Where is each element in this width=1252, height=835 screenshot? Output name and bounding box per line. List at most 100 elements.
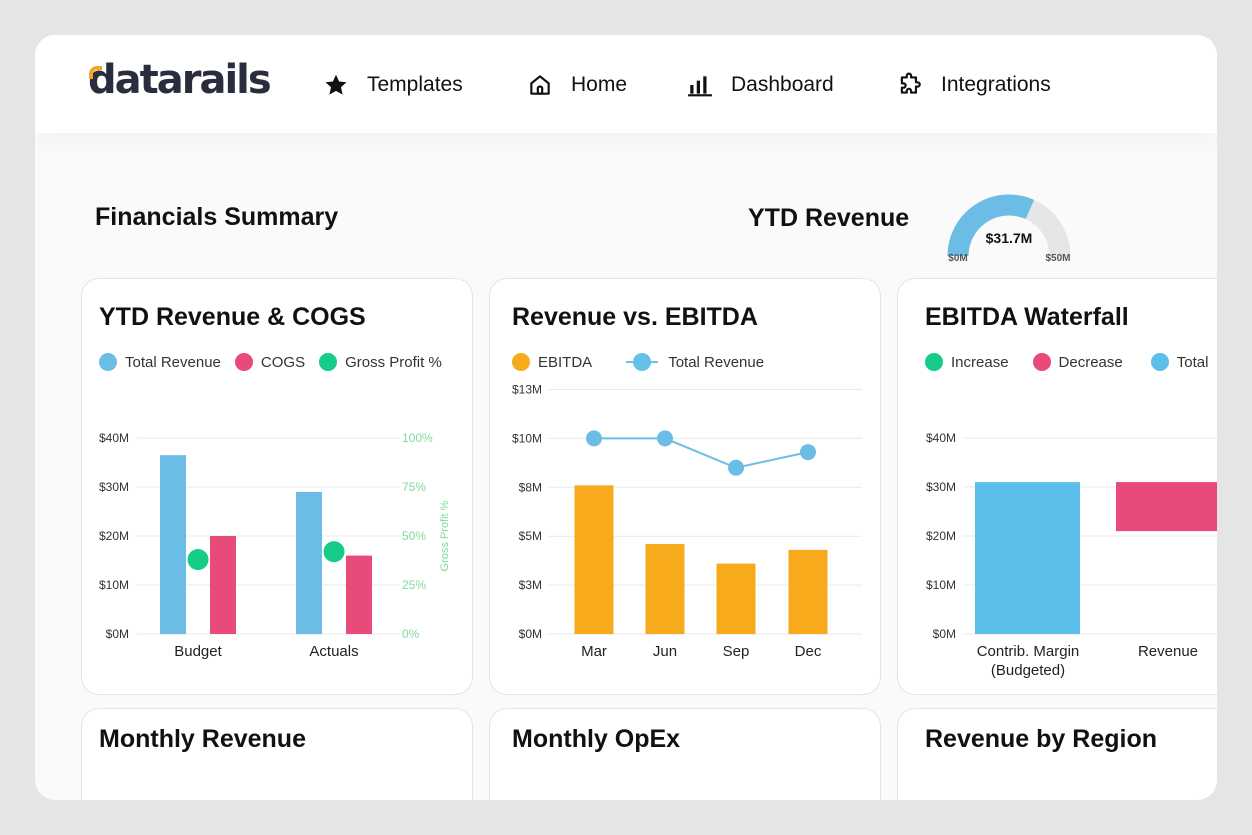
ytd-revenue-label: YTD Revenue [748,204,910,232]
y-tick-label: $10M [99,578,129,592]
chart-legend: Increase Decrease Total [925,353,1217,371]
x-tick-label: Jun [653,643,677,660]
legend-cogs[interactable]: COGS [234,353,306,371]
top-navigation: datarails Templates Home Dashboard Integ… [35,35,1217,133]
y-tick-label: $10M [512,431,542,445]
gauge-min-label: $0M [948,253,967,264]
legend-swatch [1150,353,1169,371]
legend-decrease[interactable]: Decrease [1032,353,1123,371]
card-monthly-opex: Monthly OpEx [489,708,881,800]
y2-tick-label: 75% [402,480,426,494]
financials-summary-title: Financials Summary [95,203,339,231]
chart-legend: EBITDA Total Revenue [512,353,778,371]
x-tick-label: Revenue [1138,643,1198,660]
card-title: EBITDA Waterfall [925,303,1129,331]
ebitda-waterfall-chart: $0M $10M $20M $30M $40M Contrib. Margin (Budge… [926,431,1217,679]
gauge-max-label: $50M [1045,253,1070,264]
y-tick-label: $0M [519,627,542,641]
y2-tick-label: 0% [402,627,420,641]
legend-label: Total Revenue [125,353,221,371]
x-tick-label: Sep [723,643,750,660]
card-title: Revenue vs. EBITDA [512,303,758,331]
legend-label: Gross Profit % [345,353,442,371]
point-total-revenue [800,444,816,461]
legend-label: Decrease [1058,353,1123,371]
ytd-revenue-cogs-chart: $0M $10M $20M $30M $40M 0% 25% 50% 75% 100% Gross … [99,431,451,660]
point-total-revenue [657,430,673,447]
legend-gross-profit[interactable]: Gross Profit % [319,353,442,371]
y2-tick-label: 50% [402,529,426,543]
card-ytd-revenue-cogs: YTD Revenue & COGS Total Revenue COGS Gr… [81,278,473,695]
y-tick-label: $3M [519,578,542,592]
card-ebitda-waterfall: EBITDA Waterfall Increase Decrease Total… [897,278,1217,695]
bar-ebitda [645,544,685,634]
nav-home[interactable]: Home [527,71,627,99]
legend-increase[interactable]: Increase [925,353,1009,371]
y-tick-label: $40M [99,431,129,445]
y-tick-label: $20M [99,529,129,543]
point-total-revenue [728,459,744,476]
legend-total-revenue[interactable]: Total Revenue [626,353,764,371]
datarails-logo[interactable]: datarails [88,57,272,103]
bar-total-revenue [160,455,186,634]
legend-label: EBITDA [538,353,593,371]
nav-dashboard-label: Dashboard [731,73,834,96]
nav-templates[interactable]: Templates [323,71,463,99]
nav-integrations-label: Integrations [941,73,1051,96]
point-total-revenue [586,430,602,447]
legend-label: Increase [951,353,1009,371]
y-tick-label: $30M [99,480,129,494]
bar-decrease [1116,482,1217,532]
legend-swatch [925,353,943,371]
nav-dashboard[interactable]: Dashboard [687,71,834,99]
gauge-fill [947,194,1035,257]
legend-ebitda[interactable]: EBITDA [512,353,592,371]
legend-swatch [626,353,659,371]
card-revenue-by-region: Revenue by Region [897,708,1217,800]
nav-integrations[interactable]: Integrations [897,71,1051,99]
legend-swatch [99,353,117,371]
y2-tick-label: 100% [402,431,433,445]
legend-swatch [512,353,530,371]
revenue-vs-ebitda-chart: $0M $3M $5M $8M $10M $13M Mar Jun Sep Dec [512,383,862,660]
point-gross-profit [323,541,345,563]
y-tick-label: $13M [512,383,542,397]
legend-swatch [1032,353,1051,371]
bar-cogs [346,555,372,634]
x-tick-label: Dec [795,643,822,660]
app-frame: datarails Templates Home Dashboard Integ… [35,35,1217,800]
y2-tick-label: 25% [402,578,426,592]
star-icon [325,74,347,95]
card-revenue-vs-ebitda: Revenue vs. EBITDA EBITDA Total Revenue … [489,278,881,695]
x-tick-label: Budget [174,643,222,660]
ytd-revenue-gauge: $31.7M $0M $50M [947,194,1071,264]
y-tick-label: $5M [519,529,542,543]
legend-total[interactable]: Total [1150,353,1208,371]
x-tick-label: Mar [581,643,607,660]
puzzle-icon [900,72,921,94]
y-tick-label: $40M [926,431,956,445]
x-tick-label: Actuals [309,643,358,660]
legend-label: COGS [260,353,306,371]
y-tick-label: $0M [106,627,129,641]
y-tick-label: $0M [933,627,956,641]
bar-ebitda [574,485,614,634]
card-title: Monthly Revenue [99,725,306,753]
y-tick-label: $10M [926,578,956,592]
x-tick-label: (Budgeted) [991,662,1065,679]
legend-total-revenue[interactable]: Total Revenue [99,353,221,371]
point-gross-profit [187,549,209,571]
bar-chart-icon [688,76,712,97]
x-tick-label: Contrib. Margin [977,643,1080,660]
y2-axis-label: Gross Profit % [439,500,451,571]
bar-cogs [210,536,236,634]
y-tick-label: $30M [926,480,956,494]
gauge-value-label: $31.7M [986,230,1033,246]
nav-templates-label: Templates [367,73,463,96]
card-title: YTD Revenue & COGS [99,303,366,331]
card-monthly-revenue: Monthly Revenue [81,708,473,800]
bar-ebitda [716,563,756,634]
card-title: Monthly OpEx [512,725,681,753]
y-tick-label: $8M [519,480,542,494]
bar-total-revenue [296,491,322,634]
